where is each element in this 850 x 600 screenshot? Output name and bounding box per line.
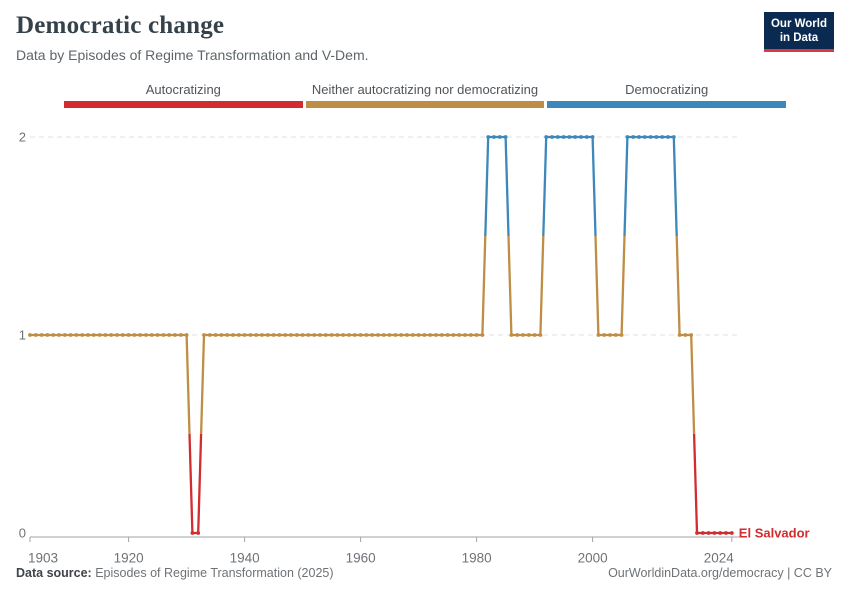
category-legend: Autocratizing Neither autocratizing nor … — [64, 82, 787, 108]
legend-label: Neither autocratizing nor democratizing — [311, 82, 539, 97]
svg-text:2024: 2024 — [704, 551, 735, 566]
legend-color-bar — [547, 101, 787, 108]
svg-text:0: 0 — [19, 526, 26, 541]
data-source: Data source: Episodes of Regime Transfor… — [16, 566, 334, 580]
data-source-text: Episodes of Regime Transformation (2025) — [91, 566, 334, 580]
chart-subtitle: Data by Episodes of Regime Transformatio… — [16, 47, 369, 63]
license-credit: OurWorldinData.org/democracy | CC BY — [608, 566, 832, 580]
legend-color-bar — [305, 101, 545, 108]
series-entity-label: El Salvador — [739, 526, 810, 541]
page-title: Democratic change — [16, 12, 225, 39]
data-point-markers — [28, 135, 734, 535]
svg-text:1: 1 — [19, 328, 26, 343]
title-block: Democratic change Data by Episodes of Re… — [16, 12, 369, 63]
svg-text:El Salvador: El Salvador — [739, 526, 810, 541]
svg-text:1920: 1920 — [114, 551, 144, 566]
gridlines — [30, 136, 740, 336]
svg-text:2: 2 — [19, 130, 26, 145]
x-axis-labels: 1903 1920 1940 1960 1980 2000 2024 — [28, 551, 734, 566]
svg-text:1903: 1903 — [28, 551, 58, 566]
chart-footer: Data source: Episodes of Regime Transfor… — [16, 566, 832, 580]
owid-logo: Our World in Data — [763, 12, 834, 52]
svg-text:1960: 1960 — [346, 551, 376, 566]
svg-text:1940: 1940 — [230, 551, 260, 566]
svg-text:2000: 2000 — [578, 551, 608, 566]
svg-text:1980: 1980 — [462, 551, 492, 566]
x-axis — [29, 536, 740, 542]
legend-label: Democratizing — [625, 82, 709, 97]
data-source-label: Data source: — [16, 566, 92, 580]
owid-logo-line2: in Data — [779, 32, 819, 45]
legend-item-neither: Neither autocratizing nor democratizing — [305, 82, 545, 108]
legend-label: Autocratizing — [145, 82, 221, 97]
legend-color-bar — [64, 101, 303, 108]
y-axis-labels: 0 1 2 — [19, 130, 26, 541]
owid-logo-line1: Our World — [770, 18, 827, 30]
legend-item-autocratizing: Autocratizing — [64, 82, 303, 108]
legend-item-democratizing: Democratizing — [547, 82, 787, 108]
chart-header: Democratic change Data by Episodes of Re… — [16, 12, 834, 63]
